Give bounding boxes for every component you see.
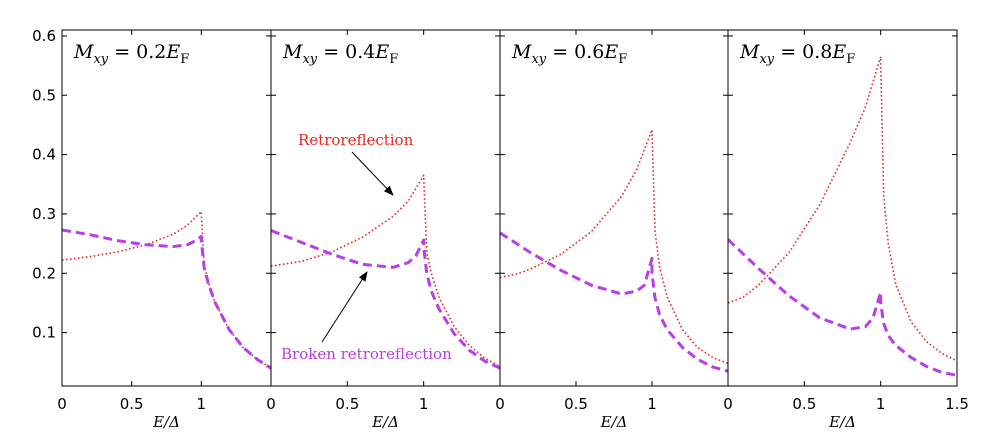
panel-title: Mxy = 0.6EF (511, 41, 627, 67)
broken-retroreflection-line (500, 231, 728, 373)
y-tick-label: 0.6 (32, 27, 56, 45)
panel-title-part: M (73, 41, 94, 63)
broken-retroreflection-line (62, 228, 271, 370)
y-tick-label: 0.1 (32, 324, 56, 342)
annotations: Retroreflection Broken retroreflection (281, 131, 452, 363)
panel-title-part: F (846, 52, 855, 67)
broken-retroreflection-line (271, 229, 500, 370)
panel-title-part: xy (531, 52, 546, 67)
retroreflection-label: Retroreflection (298, 131, 414, 149)
x-axis-label: E/Δ (600, 413, 628, 431)
x-tick-label: 0 (266, 395, 276, 413)
panel-title-part: = 0.6 (546, 41, 604, 63)
x-tick-label: 0.5 (792, 395, 816, 413)
panel-frame (61, 29, 272, 387)
y-tick-label: 0.4 (32, 146, 56, 164)
panel-title-part: E (374, 41, 389, 63)
broken-retroreflection-arrow (321, 271, 368, 343)
panel-1: Mxy = 0.2EF (61, 29, 272, 387)
panel-title-part: M (739, 41, 760, 63)
retroreflection-line (271, 174, 500, 368)
panel-title-part: E (831, 41, 846, 63)
panel-2: Mxy = 0.4EF (270, 29, 501, 387)
x-axis: 0 0.5 1 E/Δ 0 0.5 1 E/Δ 0 0.5 1 E/Δ 0 0.5 1 1.5 E/Δ (57, 395, 969, 431)
broken-retroreflection-line (728, 238, 957, 377)
panel-4: Mxy = 0.8EF (727, 29, 958, 387)
panel-title-part: xy (302, 52, 317, 67)
panels: Mxy = 0.2EF Mxy = 0.4EF Mxy = 0.6EF Mxy = 0… (61, 29, 958, 387)
panel-title: Mxy = 0.2EF (73, 41, 189, 67)
panel-title-part: E (165, 41, 180, 63)
x-tick-label: 0.5 (564, 395, 588, 413)
panel-title-part: F (180, 52, 189, 67)
panel-title-part: F (618, 52, 627, 67)
x-tick-label: 1 (197, 395, 207, 413)
y-tick-label: 0.2 (32, 264, 56, 282)
panel-title-part: xy (93, 52, 108, 67)
panel-title-part: = 0.8 (774, 41, 832, 63)
x-tick-label: 0 (57, 395, 67, 413)
panel-title-part: M (282, 41, 303, 63)
x-tick-label: 1.5 (945, 395, 969, 413)
x-tick-label: 0.5 (335, 395, 359, 413)
x-tick-label: 1 (647, 395, 657, 413)
panel-title-part: = 0.4 (317, 41, 375, 63)
panel-frame (270, 29, 501, 387)
y-axis: 0.1 0.2 0.3 0.4 0.5 0.6 (32, 27, 56, 342)
x-axis-label: E/Δ (152, 413, 180, 431)
x-axis-label: E/Δ (371, 413, 399, 431)
y-tick-label: 0.5 (32, 86, 56, 104)
x-tick-label: 0.5 (120, 395, 144, 413)
panel-frame (499, 29, 729, 387)
panel-title-part: M (511, 41, 532, 63)
panel-title-part: F (389, 52, 398, 67)
x-tick-label: 1 (876, 395, 886, 413)
x-tick-label: 0 (495, 395, 505, 413)
x-tick-label: 1 (419, 395, 429, 413)
panel-frame (727, 29, 958, 387)
panel-title: Mxy = 0.4EF (282, 41, 398, 67)
broken-retroreflection-label: Broken retroreflection (281, 345, 452, 363)
panel-3: Mxy = 0.6EF (499, 29, 729, 387)
x-tick-label: 0 (723, 395, 733, 413)
panel-title-part: xy (759, 52, 774, 67)
panel-title-part: = 0.2 (108, 41, 166, 63)
x-axis-label: E/Δ (828, 413, 856, 431)
retroreflection-line (500, 128, 728, 365)
retroreflection-line (728, 55, 957, 362)
retroreflection-arrow (351, 151, 394, 196)
panel-title-part: E (603, 41, 618, 63)
panel-title: Mxy = 0.8EF (739, 41, 855, 67)
y-tick-label: 0.3 (32, 205, 56, 223)
